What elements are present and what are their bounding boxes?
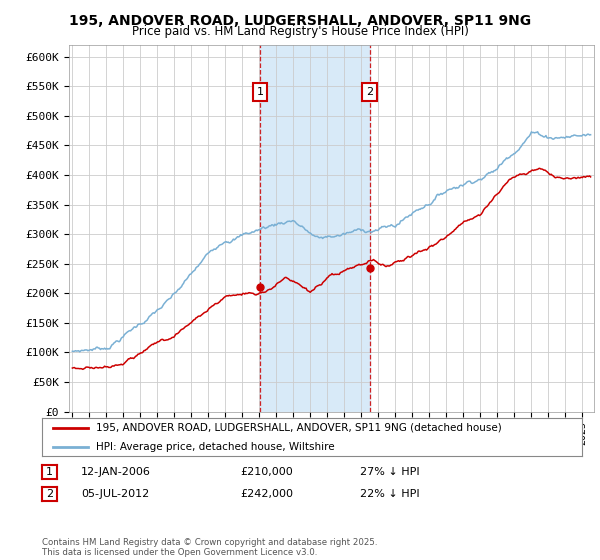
Text: 22% ↓ HPI: 22% ↓ HPI: [360, 489, 419, 499]
Text: 2: 2: [367, 87, 373, 97]
Text: £210,000: £210,000: [240, 466, 293, 477]
Text: Contains HM Land Registry data © Crown copyright and database right 2025.
This d: Contains HM Land Registry data © Crown c…: [42, 538, 377, 557]
Bar: [260, 45, 370, 412]
Text: 1: 1: [256, 87, 263, 97]
Text: HPI: Average price, detached house, Wiltshire: HPI: Average price, detached house, Wilt…: [96, 442, 335, 452]
Text: 12-JAN-2006: 12-JAN-2006: [81, 466, 151, 477]
Text: 2: 2: [46, 489, 53, 499]
Text: £242,000: £242,000: [240, 489, 293, 499]
Text: 05-JUL-2012: 05-JUL-2012: [81, 489, 149, 499]
Text: Price paid vs. HM Land Registry's House Price Index (HPI): Price paid vs. HM Land Registry's House …: [131, 25, 469, 38]
Text: 195, ANDOVER ROAD, LUDGERSHALL, ANDOVER, SP11 9NG (detached house): 195, ANDOVER ROAD, LUDGERSHALL, ANDOVER,…: [96, 423, 502, 433]
Text: 195, ANDOVER ROAD, LUDGERSHALL, ANDOVER, SP11 9NG: 195, ANDOVER ROAD, LUDGERSHALL, ANDOVER,…: [69, 14, 531, 28]
Text: 27% ↓ HPI: 27% ↓ HPI: [360, 466, 419, 477]
Text: 1: 1: [46, 467, 53, 477]
